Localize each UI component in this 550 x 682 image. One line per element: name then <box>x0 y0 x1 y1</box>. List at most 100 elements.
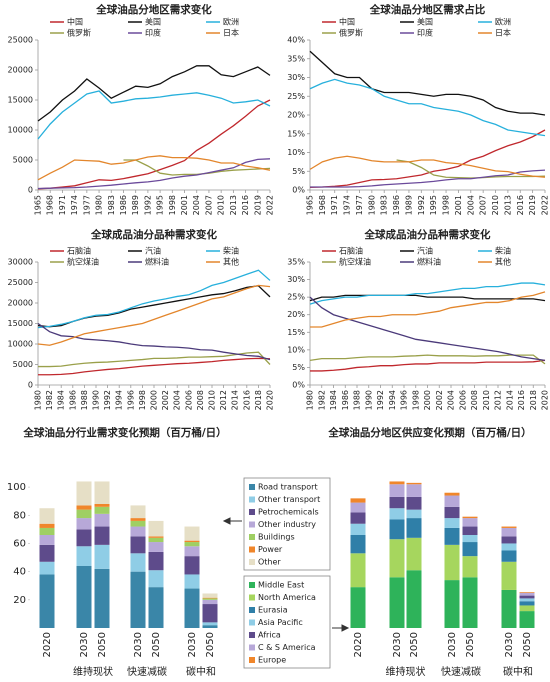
x-tick-label: 1986 <box>119 195 128 215</box>
bar-segment <box>148 587 164 628</box>
x-tick-label: 2001 <box>454 195 463 215</box>
bar-segment <box>130 536 146 554</box>
arrows <box>222 517 350 632</box>
x-tick-label: 2013 <box>229 195 238 215</box>
y-tick-label: 5% <box>292 363 305 372</box>
series-line <box>37 99 271 190</box>
y-tick-label: 20% <box>287 310 305 319</box>
legend-label: Eurasia <box>258 606 288 615</box>
bar-segment <box>389 539 405 578</box>
arrow-head <box>341 624 350 632</box>
legend-swatch <box>249 607 255 613</box>
bar-segment <box>39 574 55 628</box>
bar-segment <box>76 518 92 530</box>
x-tick-label: 2030 <box>133 632 144 657</box>
y-tick-label: 10000 <box>8 340 33 349</box>
x-tick-label: 2020 <box>266 390 275 410</box>
x-tick-label: 1965 <box>34 195 43 215</box>
x-tick-label: 1992 <box>103 390 112 410</box>
bar-segment <box>202 598 218 600</box>
x-tick-label: 2050 <box>465 632 476 657</box>
bar-segment <box>94 513 110 527</box>
x-tick-label: 1994 <box>115 390 124 410</box>
bar-segment <box>406 537 422 571</box>
legend-label: 日本 <box>495 28 511 38</box>
series-line <box>310 359 546 372</box>
x-tick-label: 1984 <box>329 390 338 410</box>
legend-label: 美国 <box>417 17 433 27</box>
bar-segment <box>501 550 517 562</box>
y-tick-label: 10% <box>287 148 305 157</box>
bar-segment <box>406 484 422 497</box>
legend-label: 石脑油 <box>67 246 91 256</box>
bar-segment <box>462 535 478 543</box>
x-tick-label: 1998 <box>138 390 147 410</box>
x-tick-label: 2002 <box>435 390 444 410</box>
bar-segment <box>184 574 200 589</box>
bar-segment <box>406 509 422 519</box>
y-tick-label: 40% <box>287 36 305 45</box>
bar-segment <box>444 544 460 581</box>
arrow-head <box>222 517 231 525</box>
series-line <box>37 65 271 122</box>
bar-segment <box>76 546 92 566</box>
x-tick-label: 1983 <box>107 195 116 215</box>
x-tick-label: 1995 <box>156 195 165 215</box>
y-tick-label: 15000 <box>8 96 33 105</box>
x-tick-label: 1980 <box>306 390 315 410</box>
y-tick-label: 0% <box>292 186 305 195</box>
y-tick-label: 20% <box>287 111 305 120</box>
bar-segment <box>444 527 460 545</box>
x-tick-label: 1995 <box>429 195 438 215</box>
legend-label: 航空煤油 <box>339 257 371 267</box>
legend-label: 汽油 <box>145 246 161 256</box>
bar-segment <box>130 526 146 537</box>
x-tick-label: 2004 <box>192 195 201 215</box>
bar-segment <box>350 587 366 628</box>
bar-segment <box>462 526 478 535</box>
bar-segment <box>94 526 110 545</box>
x-tick-label: 2014 <box>231 390 240 410</box>
bar-segment <box>462 556 478 578</box>
legend-swatch <box>249 619 255 626</box>
x-tick-label: 2022 <box>266 195 275 215</box>
series-line <box>309 129 546 189</box>
bar-segment <box>184 546 200 557</box>
legend-label: 美国 <box>145 17 161 27</box>
bar-segment <box>94 506 110 514</box>
x-tick-label: 2018 <box>254 390 263 410</box>
bar-segment <box>501 543 517 551</box>
bar-segment <box>519 611 535 628</box>
x-tick-label: 1980 <box>34 390 43 410</box>
series-line <box>309 78 546 137</box>
legend-label: North America <box>258 593 316 602</box>
bar-segment <box>76 505 92 510</box>
bar-segment <box>148 542 164 552</box>
bar-segment <box>76 529 92 547</box>
chart-title: 全球油品分行业需求变化预期（百万桶/日） <box>22 426 226 439</box>
bar-segment <box>94 568 110 628</box>
y-tick-label: 10000 <box>8 126 33 135</box>
x-tick-label: 1968 <box>46 195 55 215</box>
x-tick-label: 2006 <box>184 390 193 410</box>
x-tick-label: 2007 <box>479 195 488 215</box>
x-tick-label: 2000 <box>423 390 432 410</box>
bar-segment <box>94 504 110 507</box>
x-tick-label: 2010 <box>482 390 491 410</box>
x-tick-label: 1990 <box>364 390 373 410</box>
bar-segment <box>501 526 517 528</box>
bar-segment <box>350 535 366 554</box>
x-tick-label: 2030 <box>392 632 403 657</box>
bar-segment <box>39 561 55 575</box>
x-tick-label: 1974 <box>70 195 79 215</box>
legend-swatch <box>249 496 255 503</box>
x-tick-label: 1992 <box>376 390 385 410</box>
y-tick-label: 35% <box>287 54 305 63</box>
group-label: 维持现状 <box>73 665 113 678</box>
group-label: 维持现状 <box>386 665 426 678</box>
bar-segment <box>462 577 478 628</box>
y-tick-label: 20 <box>13 595 26 606</box>
bar-segment <box>202 597 218 599</box>
bar-segment <box>444 495 460 507</box>
bar-segment <box>444 492 460 496</box>
